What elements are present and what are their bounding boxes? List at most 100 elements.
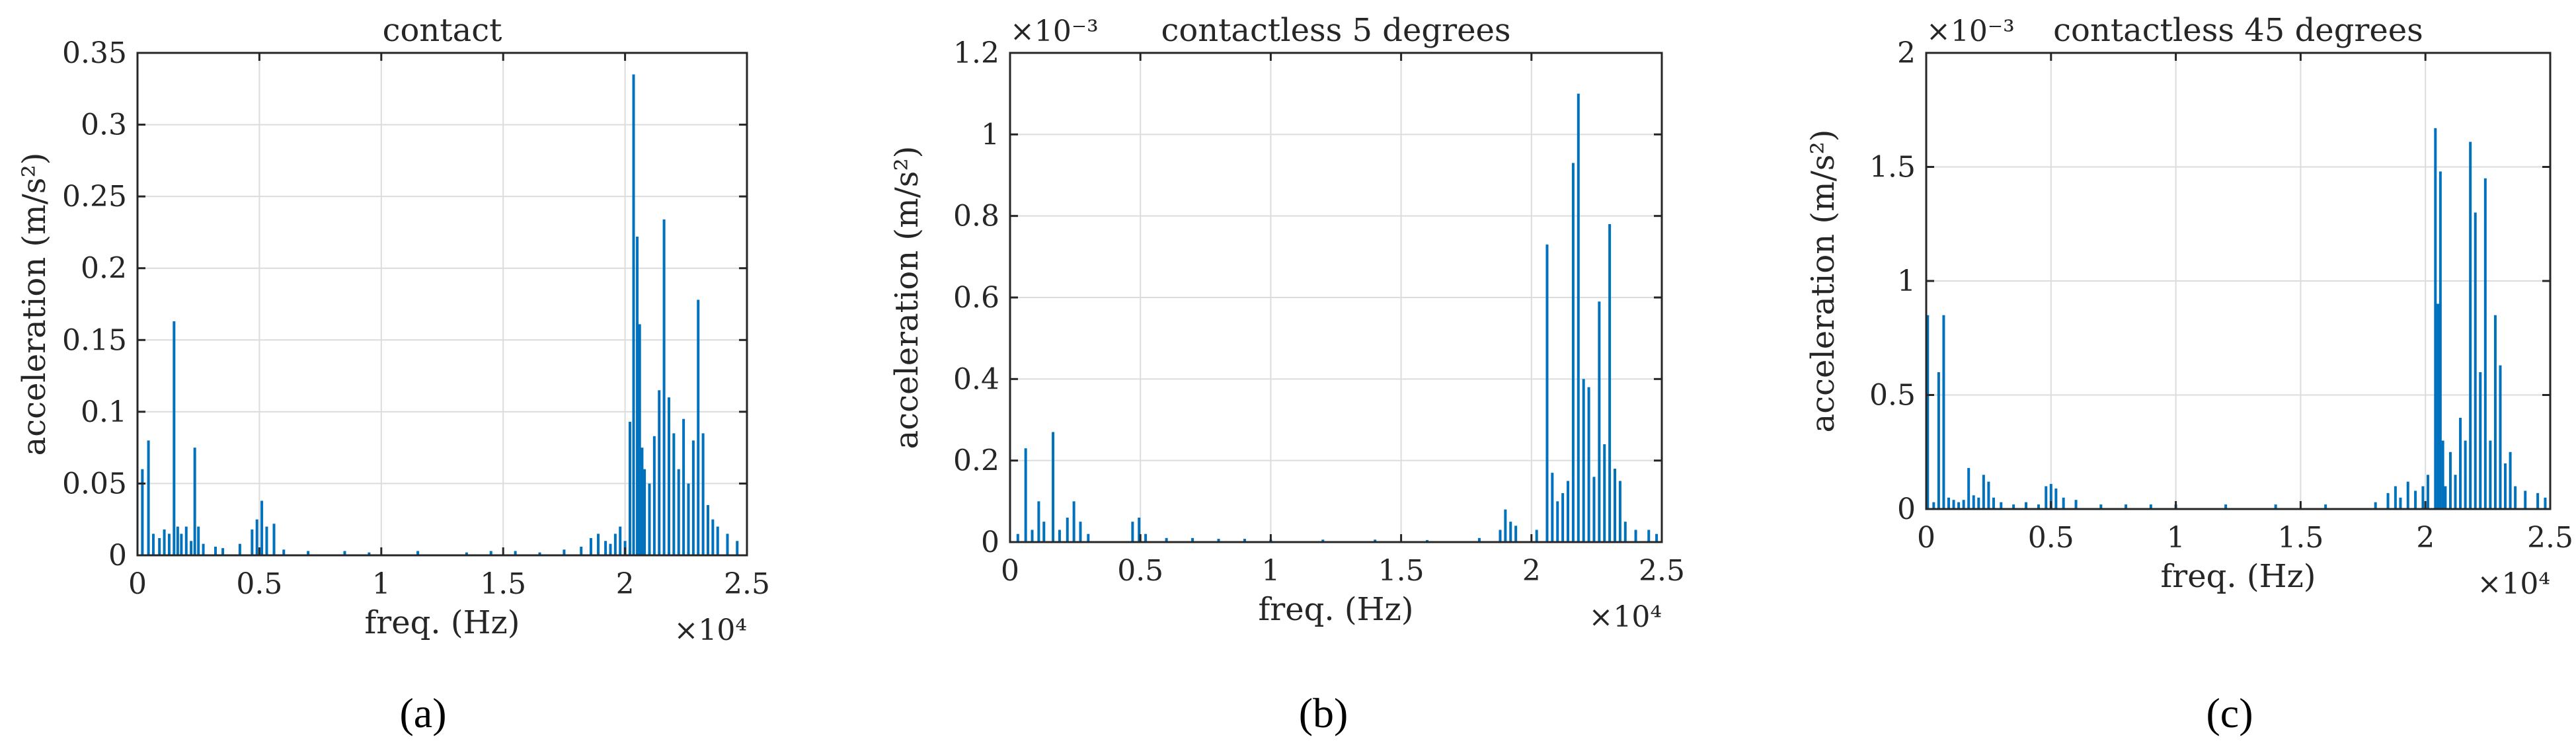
spectrum-bar [652, 436, 656, 555]
spectrum-bar [2459, 418, 2462, 509]
spectrum-bar [2386, 493, 2390, 509]
spectrum-bar [1592, 477, 1596, 542]
spectrum-bar [2544, 497, 2547, 509]
spectrum-bar [2012, 504, 2015, 509]
spectrum-bar [465, 552, 468, 555]
spectrum-bar [151, 533, 155, 555]
y-tick-label: 1 [981, 118, 999, 151]
y-tick-label: 0.25 [62, 180, 127, 214]
spectrum-bar [1618, 481, 1621, 542]
spectrum-bar [1577, 93, 1580, 542]
spectrum-bar [2474, 212, 2477, 509]
chart-title: contactless 45 degrees [2053, 12, 2423, 49]
panel-caption: (b) [1299, 690, 1348, 736]
spectrum-bar [1052, 432, 1055, 542]
spectrum-bar [580, 546, 583, 555]
x-tick-label: 1 [2167, 521, 2185, 555]
spectrum-bar [1144, 533, 1148, 542]
spectrum-bar [1031, 530, 1034, 542]
spectrum-bar [2493, 315, 2497, 509]
spectrum-bar [589, 537, 592, 555]
spectrum-bar [1504, 509, 1507, 542]
spectrum-bar [658, 390, 661, 555]
spectrum-bar [2274, 504, 2277, 509]
x-axis-label: freq. (Hz) [2161, 558, 2316, 595]
y-tick-label: 0 [981, 526, 999, 559]
spectrum-bar [1937, 372, 1940, 509]
spectrum-bar [672, 433, 676, 555]
y-tick-label: 0.2 [953, 444, 999, 478]
spectrum-bar [667, 397, 670, 555]
y-exponent-label: ×10⁻³ [1926, 15, 2015, 48]
spectrum-bar [1042, 522, 1046, 542]
spectrum-bar [1932, 502, 1935, 509]
spectrum-bar [613, 533, 617, 555]
spectrum-bar [1603, 444, 1606, 542]
spectrum-bar [2439, 171, 2442, 509]
spectrum-bar [2499, 365, 2502, 509]
spectrum-bar [1545, 244, 1549, 542]
spectrum-bar [2406, 481, 2409, 509]
spectrum-bar [2025, 502, 2028, 509]
spectrum-bar [2037, 504, 2040, 509]
x-axis-label: freq. (Hz) [1259, 591, 1414, 628]
spectrum-bar [2448, 452, 2452, 509]
x-tick-label: 1 [1261, 554, 1280, 588]
spectrum-bar [1972, 495, 1975, 509]
y-tick-label: 0.35 [62, 36, 127, 70]
spectrum-bar [2224, 504, 2228, 509]
spectrum-bar [2483, 178, 2487, 509]
spectrum-bar [265, 526, 268, 555]
spectrum-bar [1131, 522, 1134, 542]
spectrum-bar [597, 533, 600, 555]
spectrum-bar [343, 551, 346, 555]
spectrum-bar [1647, 530, 1651, 542]
spectrum-bar [2125, 504, 2128, 509]
spectrum-bar [648, 483, 651, 555]
spectrum-bar [141, 469, 144, 555]
spectrum-bar [1016, 533, 1019, 542]
y-tick-label: 0.6 [953, 281, 999, 315]
spectrum-bar [260, 500, 264, 555]
y-exponent-label: ×10⁻³ [1010, 15, 1099, 48]
spectrum-bar [716, 526, 719, 555]
spectrum-bar [1165, 537, 1168, 542]
spectrum-bar [272, 524, 276, 555]
spectrum-bar [173, 321, 176, 555]
panel-caption: (a) [399, 690, 446, 736]
x-tick-label: 1 [372, 567, 391, 601]
spectrum-bar [1514, 526, 1518, 542]
spectrum-bar [238, 543, 241, 555]
spectrum-bar [691, 440, 695, 555]
spectrum-bar [1587, 387, 1590, 542]
spectrum-bar [180, 533, 183, 555]
spectrum-bar [2054, 488, 2058, 509]
spectrum-bar [563, 549, 566, 555]
spectrum-bar [1967, 467, 1971, 509]
spectrum-bar [2524, 491, 2527, 509]
y-tick-label: 1.2 [953, 36, 999, 70]
chart-title: contactless 5 degrees [1161, 12, 1510, 49]
spectrum-bar [190, 541, 193, 555]
spectrum-bar [1217, 539, 1220, 542]
y-tick-label: 1 [1897, 264, 1916, 298]
spectrum-bar [514, 551, 517, 555]
spectrum-bar [214, 546, 217, 555]
spectrum-bar [197, 526, 200, 555]
spectrum-bar [221, 548, 225, 555]
spectrum-bar [1191, 537, 1194, 542]
spectrum-bar [2099, 504, 2103, 509]
x-tick-label: 2.5 [1639, 554, 1685, 588]
spectrum-bar [368, 552, 371, 555]
x-tick-label: 1.5 [1378, 554, 1425, 588]
chart-panel-3: 0 0.5 1 1.5 2 2.5 0 0.5 1 1.5 2 contactless 45 degr… [1805, 12, 2573, 736]
spectrum-bar [1243, 539, 1246, 542]
x-tick-label: 0.5 [1117, 554, 1163, 588]
spectrum-bar [1634, 530, 1637, 542]
y-tick-label: 0 [1897, 493, 1916, 526]
x-tick-label: 0.5 [2028, 521, 2074, 555]
spectrum-bar [2464, 440, 2467, 509]
x-tick-label: 2 [616, 567, 635, 601]
spectrum-bar [2399, 497, 2402, 509]
spectrum-bar [2421, 486, 2425, 509]
